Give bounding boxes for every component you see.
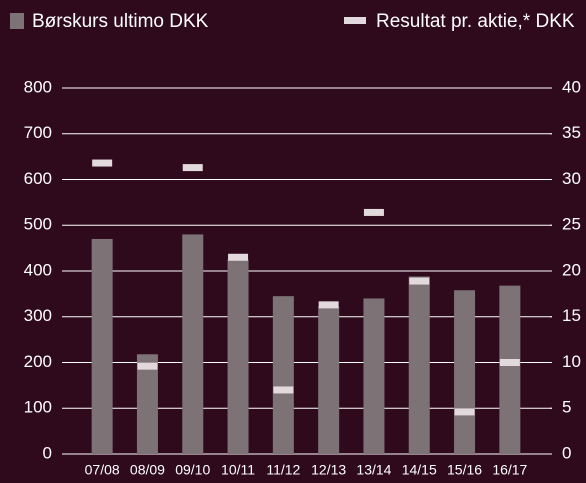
y-tick-label: 300 [24, 306, 52, 325]
y2-tick-label: 30 [562, 169, 581, 188]
bar [318, 306, 340, 454]
marker [92, 159, 113, 167]
x-tick-label: 12/13 [311, 462, 346, 478]
y-tick-label: 200 [24, 352, 52, 371]
x-tick-label: 15/16 [447, 462, 482, 478]
y2-tick-label: 40 [562, 77, 581, 96]
bar [272, 296, 294, 454]
y-tick-label: 500 [24, 215, 52, 234]
y2-tick-label: 10 [562, 352, 581, 371]
x-tick-label: 13/14 [356, 462, 391, 478]
y2-tick-label: 20 [562, 260, 581, 279]
legend-label: Børskurs ultimo DKK [32, 11, 209, 32]
x-tick-label: 09/10 [175, 462, 210, 478]
y2-tick-label: 35 [562, 123, 581, 142]
x-tick-label: 11/12 [266, 462, 300, 478]
legend-label: Resultat pr. aktie,* DKK [376, 11, 575, 32]
marker [182, 164, 203, 172]
bar [499, 285, 521, 454]
y-tick-label: 0 [43, 443, 52, 462]
y2-tick-label: 5 [562, 398, 571, 417]
bar [408, 276, 430, 454]
y2-tick-label: 0 [562, 443, 571, 462]
marker [409, 277, 430, 285]
marker [499, 359, 520, 366]
legend-swatch [10, 13, 24, 29]
marker [273, 386, 294, 394]
marker [363, 208, 384, 216]
bar [136, 354, 158, 454]
marker [454, 408, 475, 416]
x-tick-label: 14/15 [402, 462, 437, 478]
marker [318, 301, 339, 309]
x-tick-label: 07/08 [85, 462, 120, 478]
x-tick-label: 10/11 [221, 462, 255, 478]
y-tick-label: 400 [24, 260, 52, 279]
y2-tick-label: 15 [562, 306, 581, 325]
bar [91, 238, 113, 454]
legend-swatch [344, 17, 366, 24]
bar [227, 259, 249, 454]
x-tick-label: 16/17 [492, 462, 527, 478]
marker [137, 362, 158, 370]
marker [228, 253, 249, 261]
y2-tick-label: 25 [562, 215, 581, 234]
bar [182, 234, 204, 454]
bar [454, 290, 476, 454]
bar [363, 298, 385, 454]
y-tick-label: 100 [24, 398, 52, 417]
x-tick-label: 08/09 [130, 462, 165, 478]
y-tick-label: 600 [24, 169, 52, 188]
y-tick-label: 700 [24, 123, 52, 142]
y-tick-label: 800 [24, 77, 52, 96]
